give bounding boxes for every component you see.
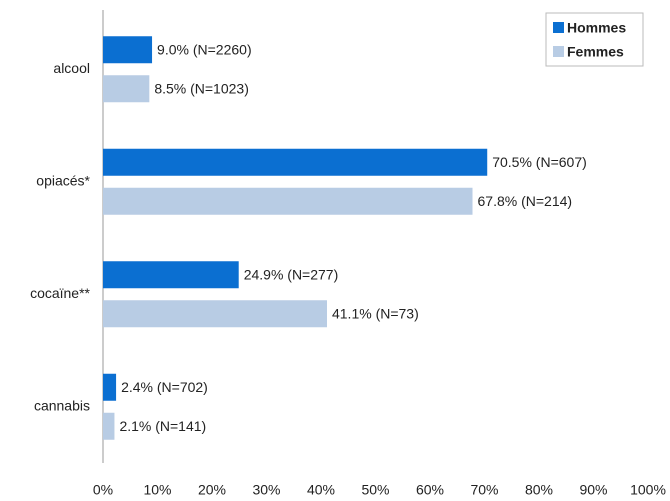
legend-label: Hommes <box>567 20 626 36</box>
bar <box>103 373 117 401</box>
x-tick-label: 80% <box>525 482 553 498</box>
y-tick-label: opiacés* <box>36 172 90 188</box>
x-tick-label: 40% <box>307 482 335 498</box>
data-label: 8.5% (N=1023) <box>154 80 249 96</box>
legend-swatch <box>553 22 564 33</box>
x-tick-label: 70% <box>470 482 498 498</box>
x-tick-label: 50% <box>361 482 389 498</box>
bar <box>103 148 488 176</box>
y-tick-label: cannabis <box>34 397 90 413</box>
data-label: 41.1% (N=73) <box>332 305 419 321</box>
bar <box>103 36 153 64</box>
bar <box>103 412 115 440</box>
data-label: 24.9% (N=277) <box>244 266 339 282</box>
x-tick-label: 0% <box>93 482 113 498</box>
y-tick-label: alcool <box>53 60 90 76</box>
legend-swatch <box>553 46 564 57</box>
data-label: 70.5% (N=607) <box>492 154 587 170</box>
y-tick-label: cocaïne** <box>30 285 90 301</box>
data-label: 9.0% (N=2260) <box>157 41 252 57</box>
bar <box>103 187 473 215</box>
x-tick-label: 60% <box>416 482 444 498</box>
bar <box>103 75 150 103</box>
bar <box>103 261 239 289</box>
data-label: 2.1% (N=141) <box>119 418 206 434</box>
x-tick-label: 30% <box>252 482 280 498</box>
x-tick-label: 90% <box>579 482 607 498</box>
data-label: 2.4% (N=702) <box>121 379 208 395</box>
data-label: 67.8% (N=214) <box>478 193 573 209</box>
x-tick-label: 100% <box>630 482 666 498</box>
legend-box <box>545 12 644 67</box>
x-tick-label: 20% <box>198 482 226 498</box>
legend-label: Femmes <box>567 44 624 60</box>
bar <box>103 300 327 328</box>
x-tick-label: 10% <box>143 482 171 498</box>
